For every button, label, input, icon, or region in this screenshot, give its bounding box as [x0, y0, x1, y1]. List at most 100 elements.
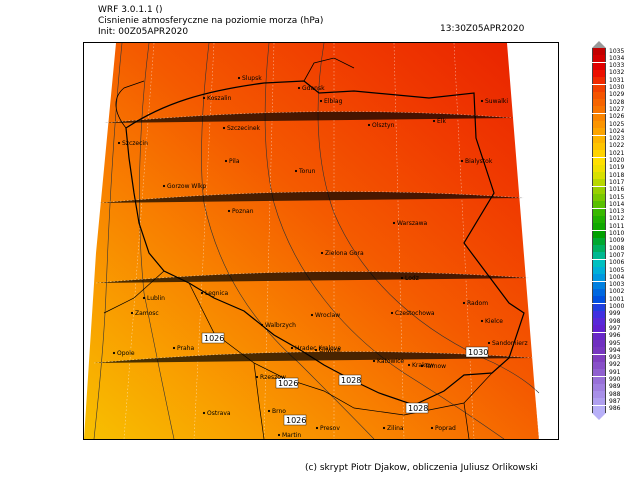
legend-swatch — [592, 99, 606, 107]
city-dot — [392, 221, 396, 225]
legend-swatch — [592, 113, 606, 121]
pressure-field — [84, 43, 539, 439]
city-dot — [420, 364, 424, 368]
legend-swatch — [592, 296, 606, 304]
legend-swatch — [592, 347, 606, 355]
legend-label: 989 — [609, 383, 621, 391]
city-label: Radom — [467, 300, 488, 307]
legend-top-arrow — [592, 41, 606, 48]
legend-swatch — [592, 164, 606, 172]
city-dot — [267, 409, 271, 413]
legend-label: 1001 — [609, 295, 625, 303]
legend-swatch — [592, 376, 606, 384]
legend-label: 1022 — [609, 142, 625, 150]
legend-swatch — [592, 208, 606, 216]
legend-label: 1011 — [609, 222, 625, 230]
city-label: Czestochowa — [395, 310, 435, 317]
city-dot — [172, 346, 176, 350]
city-label: Brno — [272, 408, 286, 415]
city-label: Slupsk — [242, 75, 262, 82]
baltic-coast — [115, 57, 355, 129]
valid-time: 13:30Z05APR2020 — [440, 24, 525, 34]
legend-label: 1025 — [609, 120, 625, 128]
city-dot — [255, 375, 259, 379]
city-dot — [224, 159, 228, 163]
legend-swatch — [592, 128, 606, 136]
city-label: Gdansk — [302, 85, 325, 92]
legend-swatch — [592, 230, 606, 238]
legend-bottom-arrow — [592, 413, 606, 420]
isobar-label-box — [465, 346, 489, 358]
isobar-label: 1026 — [278, 379, 298, 388]
legend-swatch — [592, 194, 606, 202]
city-label: Olsztyn — [372, 122, 395, 129]
legend-label: 994 — [609, 346, 621, 354]
city-dot — [142, 296, 146, 300]
city-label: Zilina — [387, 425, 404, 432]
credits: (c) skrypt Piotr Djakow, obliczenia Juli… — [305, 463, 538, 473]
isobar-label: 1026 — [286, 416, 306, 425]
legend-label: 995 — [609, 339, 621, 347]
legend-swatch — [592, 340, 606, 348]
isobar-label-box — [405, 402, 429, 414]
legend-label: 1019 — [609, 164, 625, 172]
city-dot — [277, 433, 281, 437]
city-dot — [460, 159, 464, 163]
city-dot — [315, 426, 319, 430]
city-label: Koszalin — [207, 95, 232, 102]
legend-swatch — [592, 201, 606, 209]
legend-swatch — [592, 325, 606, 333]
legend-label: 1007 — [609, 251, 625, 259]
city-dot — [480, 99, 484, 103]
legend-label: 1033 — [609, 62, 625, 70]
city-dot — [290, 346, 294, 350]
city-label: Praha — [177, 345, 194, 352]
legend-label: 1010 — [609, 230, 625, 237]
city-label: Wroclaw — [315, 312, 340, 319]
legend-swatch — [592, 252, 606, 260]
city-dot — [390, 311, 394, 315]
legend-label: 988 — [609, 390, 621, 398]
city-label: Rzeszow — [260, 374, 286, 381]
legend-label: 1015 — [609, 193, 625, 201]
city-label: Lublin — [147, 295, 165, 302]
city-dot — [202, 96, 206, 100]
legend-label: 1000 — [609, 303, 625, 310]
legend-label: 998 — [609, 317, 621, 325]
city-label: Bialystok — [465, 158, 493, 165]
city-dot — [310, 313, 314, 317]
legend-swatch — [592, 157, 606, 165]
city-dot — [294, 169, 298, 173]
city-dot — [200, 291, 204, 295]
city-label: Kielce — [485, 318, 503, 325]
city-dot — [117, 141, 121, 145]
city-label: Zamosc — [135, 310, 159, 317]
legend-label: 1021 — [609, 149, 625, 157]
legend-swatch — [592, 223, 606, 231]
city-label: Elblag — [324, 98, 343, 105]
legend-label: 1004 — [609, 273, 625, 281]
legend-swatch — [592, 274, 606, 282]
legend-swatch — [592, 310, 606, 318]
city-dot — [367, 123, 371, 127]
legend-label: 990 — [609, 376, 621, 383]
city-dot — [130, 311, 134, 315]
legend-label: 1032 — [609, 69, 625, 77]
legend-label: 1006 — [609, 259, 625, 267]
city-dot — [237, 76, 241, 80]
legend-label: 999 — [609, 310, 621, 318]
city-label: Gliwice — [319, 347, 341, 354]
city-label: Katowice — [377, 358, 404, 365]
city-label: Szczecin — [122, 140, 148, 147]
city-dot — [297, 86, 301, 90]
legend-swatch — [592, 121, 606, 129]
city-dot — [222, 126, 226, 130]
legend-swatch — [592, 245, 606, 253]
legend-swatch — [592, 318, 606, 326]
city-label: Sandomierz — [492, 340, 528, 347]
city-label: Presov — [320, 425, 340, 432]
city-dot — [227, 209, 231, 213]
legend-label: 1002 — [609, 288, 625, 296]
legend-label: 1023 — [609, 135, 625, 143]
legend-swatch — [592, 69, 606, 77]
